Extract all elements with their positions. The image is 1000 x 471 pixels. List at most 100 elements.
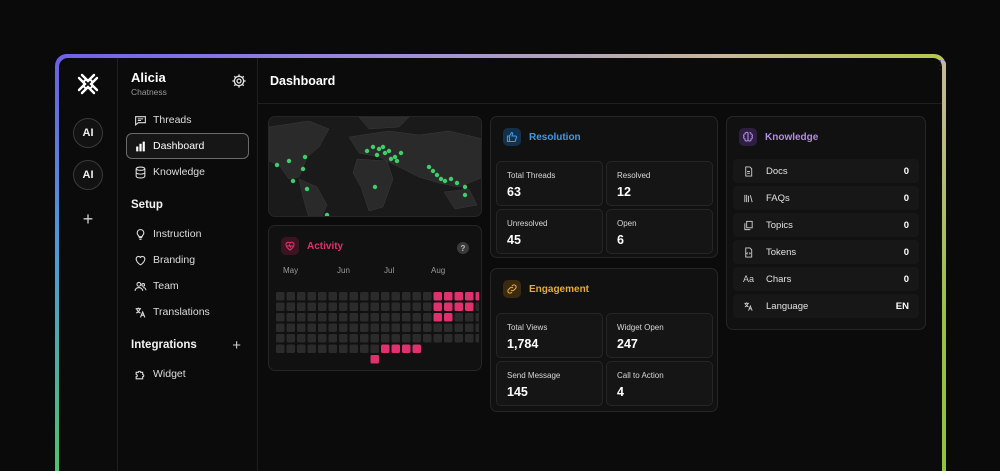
- nav-item-branding[interactable]: Branding: [126, 247, 249, 273]
- stat-total-threads: Total Threads 63: [496, 161, 603, 206]
- nav-item-label: Knowledge: [153, 166, 205, 178]
- activity-cell: [328, 344, 337, 353]
- knowledge-row-tokens[interactable]: Tokens 0: [733, 240, 919, 264]
- activity-cell: [286, 302, 295, 311]
- activity-cell: [349, 344, 358, 353]
- map-location-dot: [434, 172, 440, 178]
- gear-icon[interactable]: [231, 73, 247, 89]
- stat-label: Call to Action: [617, 371, 664, 380]
- resolution-card: Resolution Total Threads 63 Resolved 12 …: [490, 116, 718, 258]
- activity-cell: [391, 334, 400, 343]
- activity-cell: [286, 323, 295, 332]
- activity-cell: [318, 323, 327, 332]
- help-icon[interactable]: ?: [457, 242, 469, 254]
- thumbs-up-icon: [506, 131, 518, 143]
- activity-cell: [360, 313, 369, 322]
- stat-label: Total Views: [507, 323, 548, 332]
- nav-item-threads[interactable]: Threads: [126, 107, 249, 133]
- activity-cell: [297, 292, 306, 301]
- activity-cell: [349, 313, 358, 322]
- activity-cell-active: [444, 313, 453, 322]
- world-map-svg: [269, 117, 481, 216]
- add-integration-button[interactable]: +: [232, 336, 241, 354]
- activity-cell: [360, 323, 369, 332]
- world-map: [268, 116, 482, 217]
- scrollbar-handle[interactable]: · · ·: [939, 59, 941, 73]
- activity-cell-active: [402, 344, 411, 353]
- map-location-dot: [388, 156, 394, 162]
- activity-cell: [328, 313, 337, 322]
- activity-cell: [286, 334, 295, 343]
- knowledge-row-faqs[interactable]: FAQs 0: [733, 186, 919, 210]
- map-location-dot: [430, 168, 436, 174]
- knowledge-row-docs[interactable]: Docs 0: [733, 159, 919, 183]
- activity-cell: [391, 313, 400, 322]
- nav-item-dashboard[interactable]: Dashboard: [126, 133, 249, 159]
- knowledge-chip: [739, 128, 757, 146]
- month-label: May: [283, 266, 299, 275]
- knowledge-row-topics[interactable]: Topics 0: [733, 213, 919, 237]
- knowledge-value: EN: [895, 300, 909, 312]
- activity-cell: [444, 334, 453, 343]
- knowledge-row-chars[interactable]: Aa Chars 0: [733, 267, 919, 291]
- activity-cell: [339, 302, 348, 311]
- activity-cell: [286, 292, 295, 301]
- nav-item-widget[interactable]: Widget: [126, 361, 249, 387]
- activity-cell: [381, 302, 390, 311]
- engagement-card: Engagement Total Views 1,784 Widget Open…: [490, 268, 718, 412]
- nav-item-team[interactable]: Team: [126, 273, 249, 299]
- knowledge-card: Knowledge Docs 0 FAQs 0 Topi: [726, 116, 926, 330]
- stat-value: 6: [617, 233, 624, 247]
- activity-cell: [370, 344, 379, 353]
- map-location-dot: [290, 178, 296, 184]
- nav-item-instruction[interactable]: Instruction: [126, 221, 249, 247]
- stat-label: Send Message: [507, 371, 561, 380]
- stat-unresolved: Unresolved 45: [496, 209, 603, 254]
- activity-cell: [339, 292, 348, 301]
- nav-item-knowledge[interactable]: Knowledge: [126, 159, 249, 185]
- knowledge-row-language[interactable]: Language EN: [733, 294, 919, 318]
- activity-cell-active: [391, 344, 400, 353]
- activity-cell: [318, 313, 327, 322]
- activity-cell-active: [370, 355, 379, 364]
- stat-value: 247: [617, 337, 638, 351]
- nav-item-label: Team: [153, 280, 179, 292]
- nav-item-translations[interactable]: Translations: [126, 299, 249, 325]
- activity-cell: [360, 344, 369, 353]
- activity-chip: [281, 237, 299, 255]
- map-location-dot: [448, 176, 454, 182]
- activity-cell: [276, 292, 285, 301]
- bar-chart-icon: [136, 141, 145, 151]
- workspace-avatar[interactable]: AI: [73, 160, 103, 190]
- map-location-dot: [324, 212, 330, 216]
- activity-cell: [412, 292, 421, 301]
- stat-value: 12: [617, 185, 631, 199]
- activity-cell-active: [454, 292, 463, 301]
- activity-cell: [381, 323, 390, 332]
- activity-cell: [318, 292, 327, 301]
- activity-cell: [412, 323, 421, 332]
- knowledge-label: FAQs: [766, 192, 790, 204]
- workspace-name: Alicia: [131, 70, 166, 85]
- map-location-dot: [370, 144, 376, 150]
- activity-cell: [307, 302, 316, 311]
- map-location-dot: [382, 150, 388, 156]
- stat-call-to-action: Call to Action 4: [606, 361, 713, 406]
- workspace-avatar[interactable]: AI: [73, 118, 103, 148]
- activity-cell: [412, 313, 421, 322]
- add-workspace-button[interactable]: +: [82, 209, 94, 229]
- activity-cell: [475, 313, 479, 322]
- knowledge-value: 0: [903, 273, 909, 285]
- stat-open: Open 6: [606, 209, 713, 254]
- activity-cell: [391, 302, 400, 311]
- activity-cell: [276, 302, 285, 311]
- activity-cell: [391, 323, 400, 332]
- map-location-dot: [380, 144, 386, 150]
- activity-cell: [297, 302, 306, 311]
- activity-cell: [328, 323, 337, 332]
- activity-cell: [349, 292, 358, 301]
- activity-cell: [339, 313, 348, 322]
- knowledge-label: Docs: [766, 165, 788, 177]
- activity-cell: [339, 334, 348, 343]
- activity-cell-active: [433, 292, 442, 301]
